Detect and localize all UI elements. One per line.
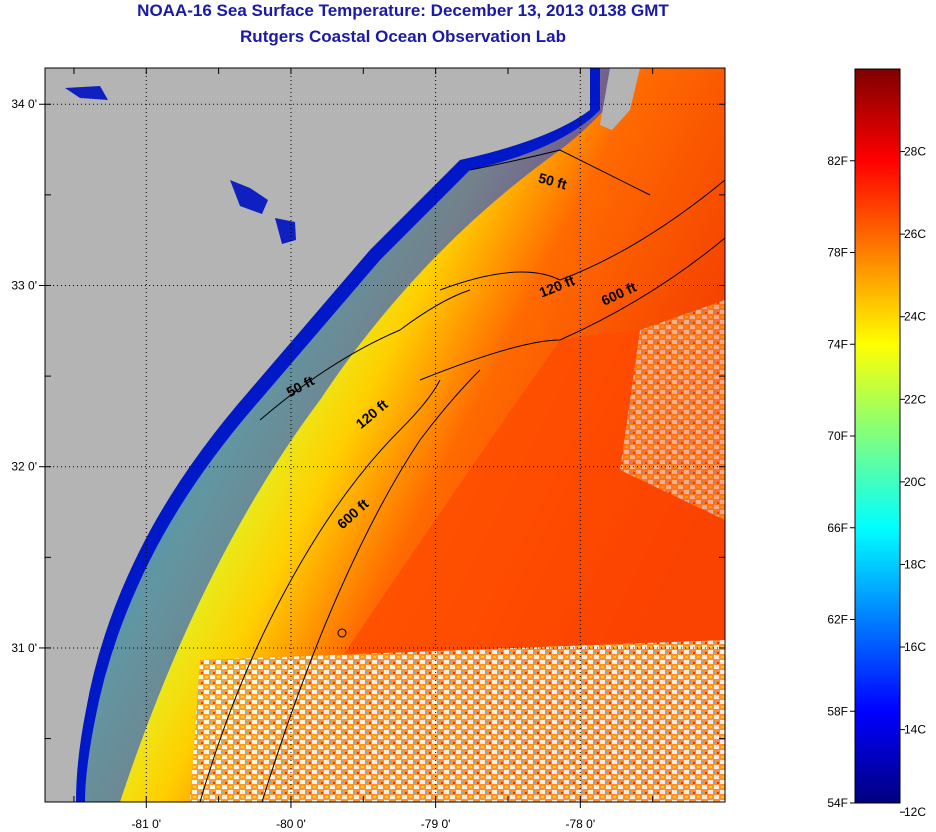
colorbar-f-label: 70F	[827, 429, 848, 443]
lon-tick-label: -81 0'	[131, 817, 161, 831]
contour-600ft	[419, 237, 725, 381]
contour-120ft-south	[199, 379, 441, 802]
contour-600ft-south	[261, 369, 481, 802]
buoy-marker	[337, 628, 347, 638]
contour-label: 50 ft	[537, 170, 569, 193]
contour-120ft-north	[439, 179, 725, 291]
contour-50ft-south	[259, 289, 471, 421]
lat-tick-label: 31 0'	[11, 641, 37, 655]
contour-50ft-north	[469, 149, 651, 196]
inland-lake	[65, 86, 108, 100]
colorbar-c-label: 12C	[904, 805, 926, 819]
chart-title: NOAA-16 Sea Surface Temperature: Decembe…	[137, 1, 669, 20]
colorbar-c-label: 24C	[904, 310, 926, 324]
colorbar-labels: 82F 78F 74F 70F 66F 62F 58F 54F 28C 26C 24C 22C 20C 1…	[827, 145, 926, 820]
colorbar-f-label: 78F	[827, 246, 848, 260]
colorbar-c-label: 18C	[904, 557, 926, 571]
colorbar-c-label: 28C	[904, 145, 926, 159]
lon-tick-label: -79 0'	[421, 817, 451, 831]
cloud-cover	[190, 640, 725, 802]
colorbar-f-label: 66F	[827, 521, 848, 535]
colorbar-f-label: 54F	[827, 796, 848, 810]
map-frame	[44, 67, 726, 803]
colorbar-f-label: 74F	[827, 337, 848, 351]
barrier-island	[600, 68, 640, 130]
colorbar-c-label: 14C	[904, 723, 926, 737]
colorbar-c-label: 26C	[904, 227, 926, 241]
colorbar-c-label: 22C	[904, 392, 926, 406]
lon-tick-label: -80 0'	[276, 817, 306, 831]
colorbar-c-label: 20C	[904, 475, 926, 489]
colorbar-f-label: 62F	[827, 613, 848, 627]
colorbar-f-label: 58F	[827, 704, 848, 718]
lat-tick-label: 34 0'	[11, 97, 37, 111]
land	[45, 68, 590, 802]
chart-subtitle: Rutgers Coastal Ocean Observation Lab	[240, 27, 566, 46]
lon-tick-label: -78 0'	[565, 817, 595, 831]
colorbar-scale	[854, 68, 901, 804]
gulf-stream-warm-water	[320, 328, 725, 690]
cloud-cover-east	[620, 300, 725, 520]
colorbar-f-label: 82F	[827, 154, 848, 168]
lake-marion	[230, 180, 268, 214]
graticule	[45, 68, 725, 802]
lat-tick-label: 32 0'	[11, 460, 37, 474]
colorbar-c-label: 16C	[904, 640, 926, 654]
lat-tick-label: 33 0'	[11, 278, 37, 292]
axis-ticks: -81 0' -80 0' -79 0' -78 0' 31 0' 32 0' 33 0' 3…	[11, 68, 725, 831]
